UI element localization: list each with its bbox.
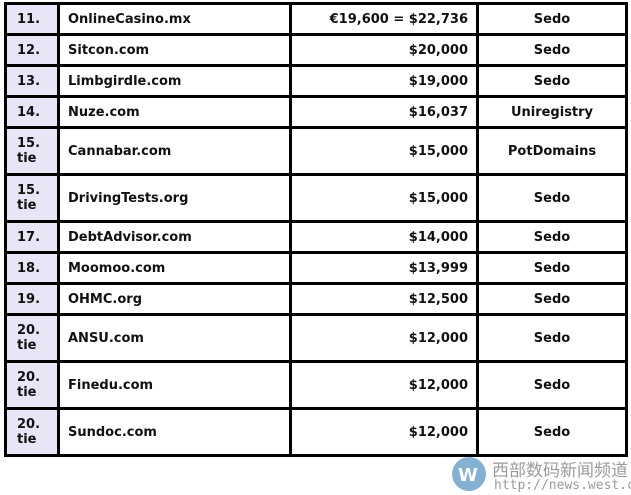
table-row: 13. Limbgirdle.com $19,000 Sedo [4, 64, 628, 98]
domain-cell: Nuze.com [57, 95, 292, 129]
table-row: 14. Nuze.com $16,037 Uniregistry [4, 95, 628, 129]
watermark-title: 西部数码新闻频道 [492, 461, 628, 481]
rank-cell: 18. [4, 251, 60, 285]
registrar-cell: Sedo [476, 220, 628, 254]
price-cell: $14,000 [289, 220, 479, 254]
registrar-cell: Sedo [476, 33, 628, 67]
price-cell: $15,000 [289, 173, 479, 223]
registrar-cell: Sedo [476, 251, 628, 285]
domain-cell: DrivingTests.org [57, 173, 292, 223]
table-row: 20. tie Sundoc.com $12,000 Sedo [4, 407, 628, 457]
domain-sales-table: 11. OnlineCasino.mx €19,600 = $22,736 Sedo 1… [4, 2, 628, 457]
domain-cell: Limbgirdle.com [57, 64, 292, 98]
domain-cell: OnlineCasino.mx [57, 2, 292, 36]
domain-cell: Cannabar.com [57, 126, 292, 176]
rank-cell: 11. [4, 2, 60, 36]
table-row: 19. OHMC.org $12,500 Sedo [4, 282, 628, 316]
domain-cell: Sitcon.com [57, 33, 292, 67]
registrar-cell: Uniregistry [476, 95, 628, 129]
table-row: 11. OnlineCasino.mx €19,600 = $22,736 Sedo [4, 2, 628, 36]
table-row: 18. Moomoo.com $13,999 Sedo [4, 251, 628, 285]
rank-cell: 20. tie [4, 313, 60, 363]
registrar-cell: Sedo [476, 282, 628, 316]
rank-cell: 12. [4, 33, 60, 67]
price-cell: €19,600 = $22,736 [289, 2, 479, 36]
domain-cell: Finedu.com [57, 360, 292, 410]
registrar-cell: Sedo [476, 64, 628, 98]
rank-cell: 20. tie [4, 360, 60, 410]
price-cell: $12,500 [289, 282, 479, 316]
rank-cell: 15. tie [4, 173, 60, 223]
table-row: 15. tie Cannabar.com $15,000 PotDomains [4, 126, 628, 176]
price-cell: $15,000 [289, 126, 479, 176]
watermark: W 西部数码新闻频道 http://news.west.cn [452, 456, 631, 495]
price-cell: $16,037 [289, 95, 479, 129]
table-row: 17. DebtAdvisor.com $14,000 Sedo [4, 220, 628, 254]
rank-cell: 15. tie [4, 126, 60, 176]
rank-cell: 14. [4, 95, 60, 129]
wave-logo-icon: W [452, 457, 486, 491]
price-cell: $12,000 [289, 313, 479, 363]
registrar-cell: Sedo [476, 360, 628, 410]
price-cell: $20,000 [289, 33, 479, 67]
domain-cell: Sundoc.com [57, 407, 292, 457]
domain-cell: OHMC.org [57, 282, 292, 316]
watermark-url: http://news.west.cn [494, 478, 631, 493]
rank-cell: 19. [4, 282, 60, 316]
registrar-cell: Sedo [476, 407, 628, 457]
rank-cell: 13. [4, 64, 60, 98]
domain-cell: Moomoo.com [57, 251, 292, 285]
registrar-cell: Sedo [476, 2, 628, 36]
table-row: 20. tie Finedu.com $12,000 Sedo [4, 360, 628, 410]
price-cell: $12,000 [289, 407, 479, 457]
registrar-cell: Sedo [476, 173, 628, 223]
domain-cell: DebtAdvisor.com [57, 220, 292, 254]
price-cell: $12,000 [289, 360, 479, 410]
registrar-cell: PotDomains [476, 126, 628, 176]
rank-cell: 20. tie [4, 407, 60, 457]
table-row: 20. tie ANSU.com $12,000 Sedo [4, 313, 628, 363]
domain-cell: ANSU.com [57, 313, 292, 363]
table-row: 15. tie DrivingTests.org $15,000 Sedo [4, 173, 628, 223]
registrar-cell: Sedo [476, 313, 628, 363]
price-cell: $13,999 [289, 251, 479, 285]
rank-cell: 17. [4, 220, 60, 254]
table-row: 12. Sitcon.com $20,000 Sedo [4, 33, 628, 67]
price-cell: $19,000 [289, 64, 479, 98]
